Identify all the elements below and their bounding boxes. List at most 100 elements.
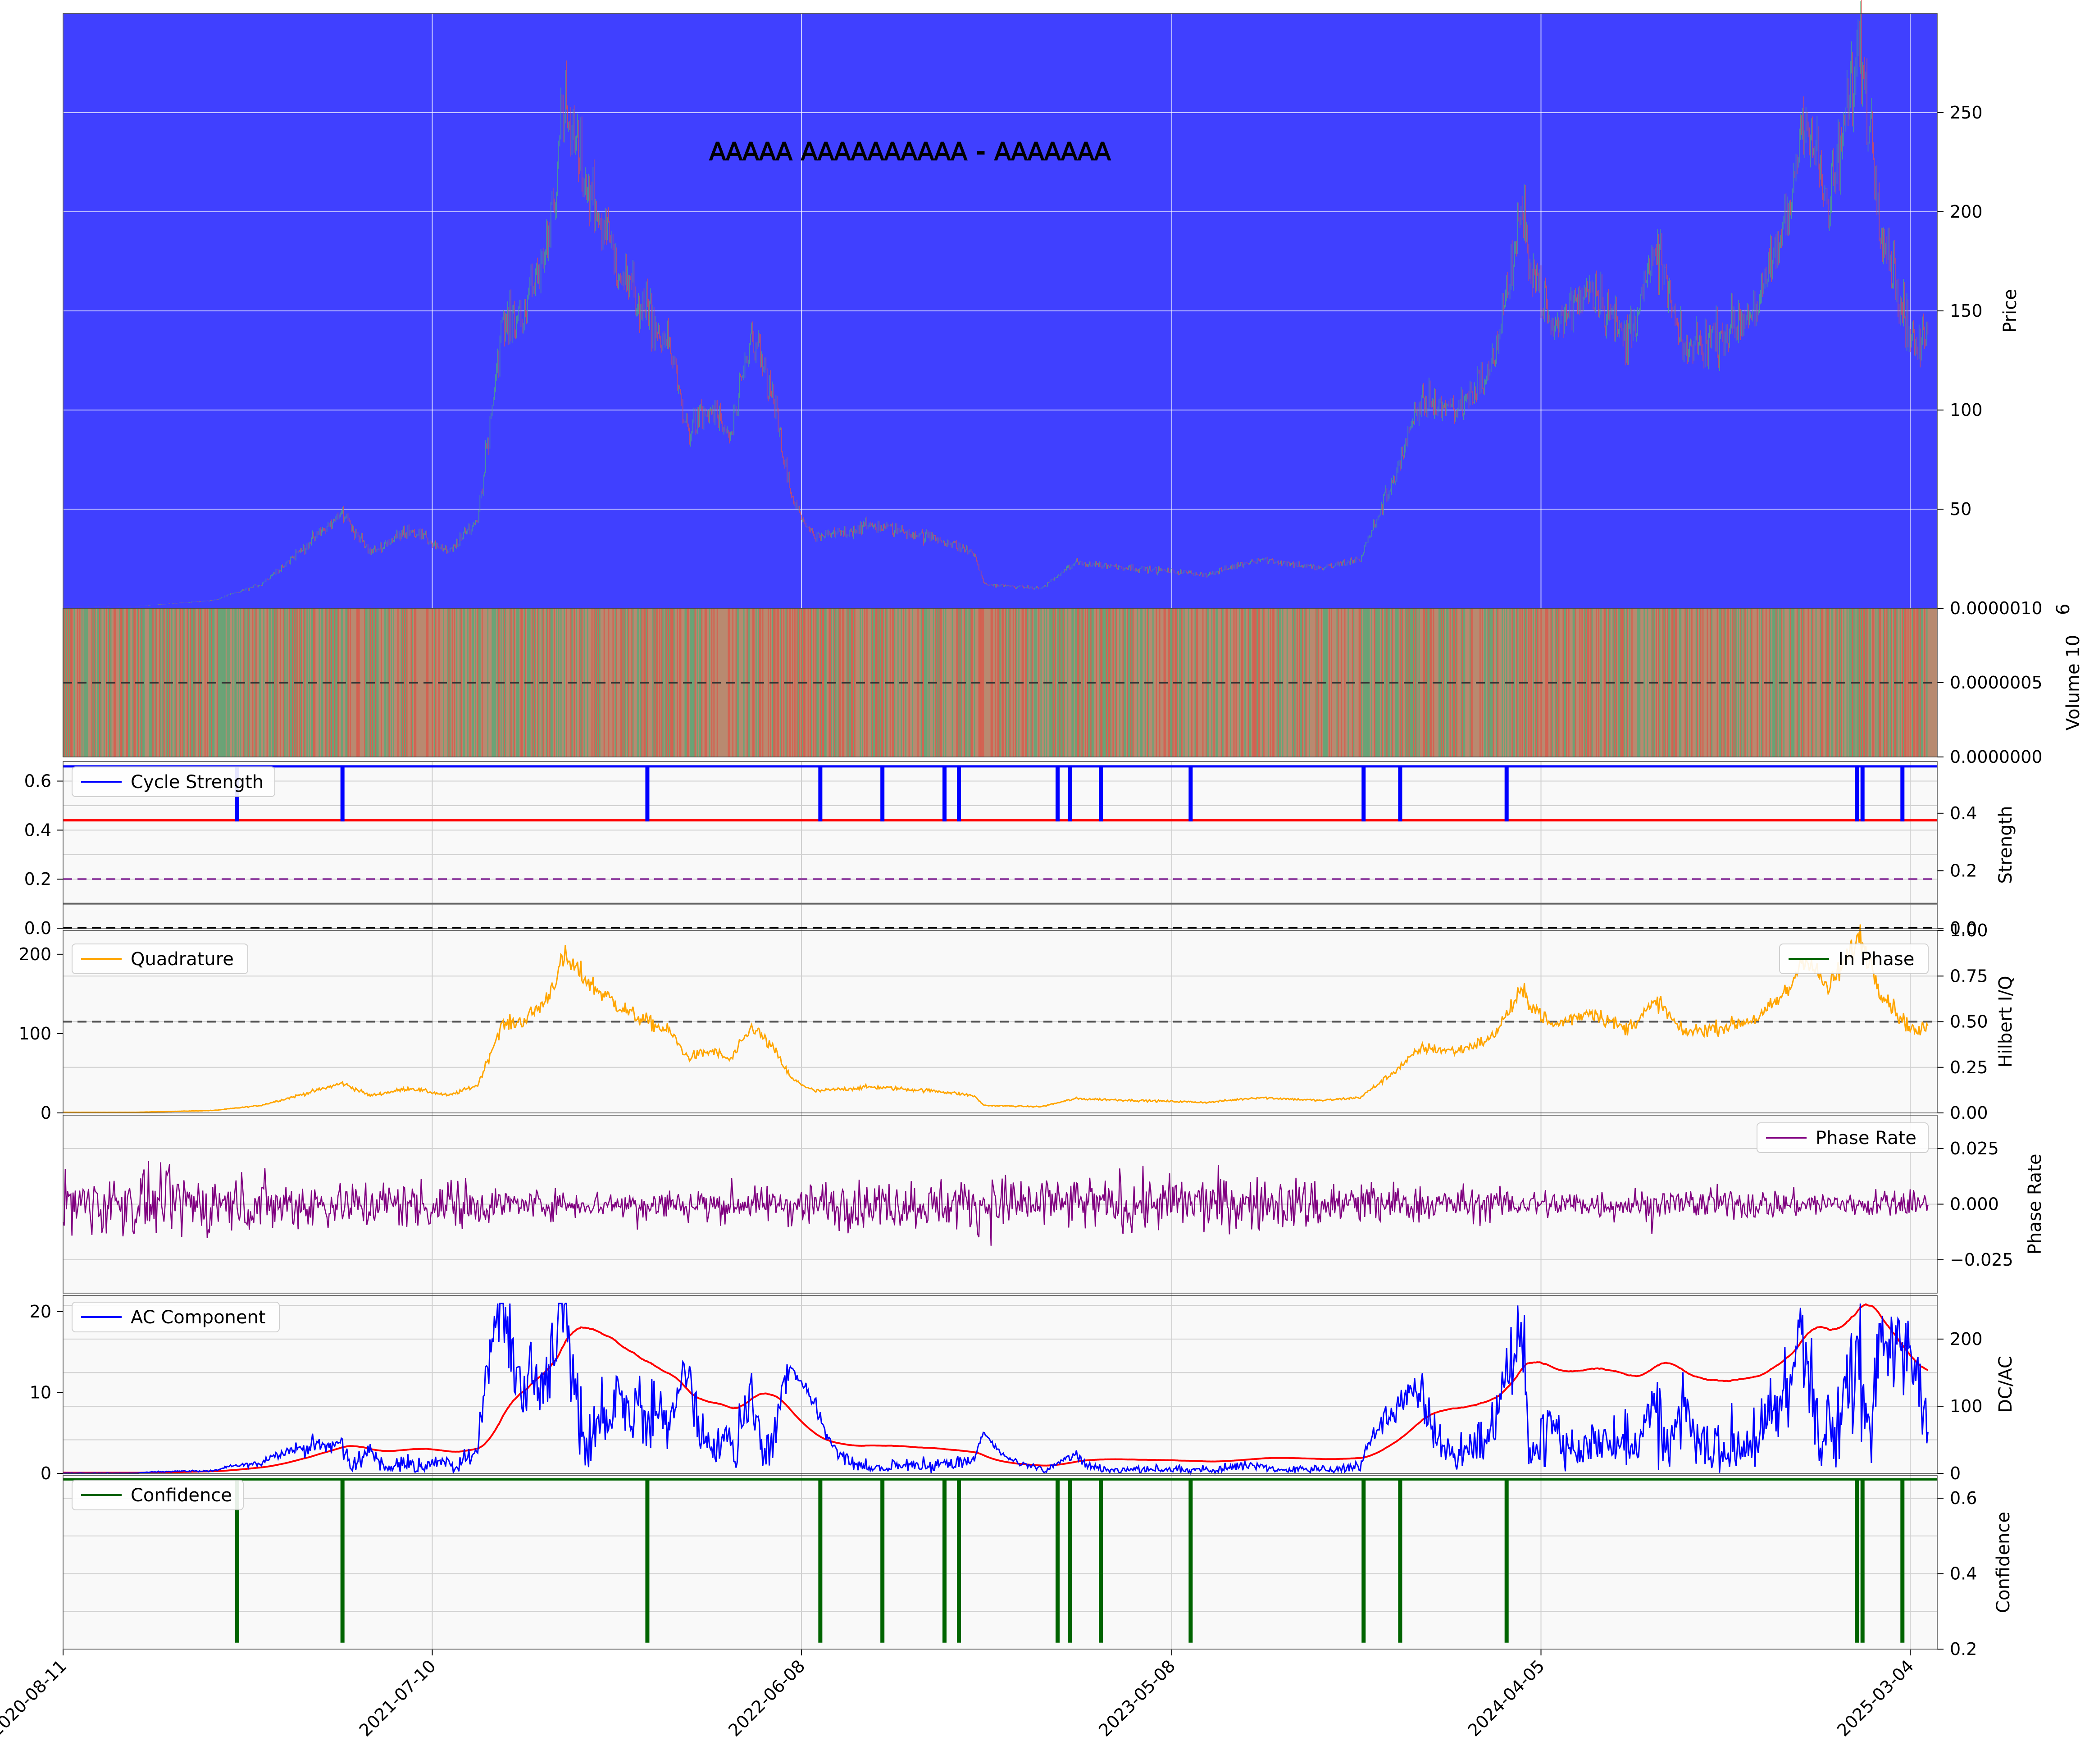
volume-bar: [448, 608, 450, 757]
volume-bar: [998, 608, 1000, 757]
volume-bar: [1211, 608, 1213, 757]
volume-bar: [824, 608, 826, 757]
volume-bar: [911, 608, 913, 757]
conf-panel-frame: [63, 1475, 1938, 1650]
volume-bar: [882, 608, 883, 757]
volume-bar: [968, 608, 970, 757]
volume-bar: [951, 608, 953, 757]
volume-bar: [1197, 608, 1198, 757]
legend-confidence: Confidence: [72, 1480, 244, 1510]
x-tick-label: 2023-05-08: [1095, 1656, 1179, 1740]
volume-bar: [551, 608, 553, 757]
volume-bar: [1242, 608, 1244, 757]
phase-rate-axis-label: Phase Rate: [2025, 1154, 2045, 1255]
volume-bar: [290, 608, 291, 757]
ac-component-line: [63, 1303, 1929, 1475]
volume-bar: [321, 608, 323, 757]
volume-axis-label: Volume 10 6: [2053, 604, 2084, 731]
volume-bar: [693, 608, 695, 757]
volume-bar: [346, 608, 348, 757]
volume-bar: [219, 608, 220, 757]
legend-phase-rate-label: Phase Rate: [1816, 1128, 1916, 1149]
volume-bar: [505, 608, 506, 757]
volume-bar: [1053, 608, 1055, 757]
volume-bar: [1861, 608, 1862, 757]
volume-bar: [981, 608, 983, 757]
volume-bar: [1762, 608, 1764, 757]
hilbert-right-tick-label: 0.00: [1950, 1103, 1988, 1123]
volume-bar: [1659, 608, 1661, 757]
volume-bar: [1170, 608, 1172, 757]
volume-bar: [1687, 608, 1688, 757]
volume-bar: [1558, 608, 1560, 757]
volume-bar: [334, 608, 336, 757]
price-tick-label: 100: [1950, 400, 1983, 420]
hilbert-right-tick-label: 0.50: [1950, 1012, 1988, 1032]
volume-bar: [1442, 608, 1443, 757]
volume-bar: [1226, 608, 1228, 757]
volume-bar: [1230, 608, 1232, 757]
volume-bar: [1790, 608, 1791, 757]
volume-bar: [1169, 608, 1170, 757]
volume-bar: [86, 608, 88, 757]
volume-bar: [319, 608, 320, 757]
volume-bar: [1675, 608, 1677, 757]
volume-bar: [1446, 608, 1448, 757]
volume-bar: [477, 608, 479, 757]
volume-bar: [1590, 608, 1592, 757]
price-tick-label: 50: [1950, 499, 1971, 519]
volume-bar: [694, 608, 696, 757]
volume-bar: [653, 608, 655, 757]
volume-bar: [1820, 608, 1821, 757]
volume-bar: [956, 608, 958, 757]
volume-bar: [796, 608, 798, 757]
volume-bar: [479, 608, 481, 757]
volume-bar: [1533, 608, 1534, 757]
volume-bar: [1586, 608, 1587, 757]
volume-bar: [1374, 608, 1375, 757]
volume-bar: [593, 608, 595, 757]
volume-bar: [999, 608, 1001, 757]
phase-rate-tick-label: 0.025: [1950, 1139, 1999, 1158]
volume-bar: [449, 608, 451, 757]
volume-bar: [1878, 608, 1880, 757]
volume-bar: [1427, 608, 1429, 757]
volume-bar: [1918, 608, 1920, 757]
volume-bar: [1517, 608, 1519, 757]
volume-bar: [566, 608, 567, 757]
volume-bar: [1084, 608, 1086, 757]
volume-bar: [638, 608, 639, 757]
dcac-left-tick-label: 10: [30, 1382, 51, 1402]
volume-bar: [564, 608, 565, 757]
volume-bar: [1124, 608, 1126, 757]
strength-left-tick-label: 0.6: [24, 771, 51, 791]
phase-rate-tick-label: −0.025: [1950, 1250, 2013, 1270]
volume-bar: [783, 608, 785, 757]
volume-bar: [1112, 608, 1114, 757]
volume-bar: [1821, 608, 1822, 757]
volume-bar: [1385, 608, 1387, 757]
price-tick-label: 150: [1950, 301, 1983, 321]
dcac-panel-frame: [63, 1295, 1938, 1474]
volume-bar: [1402, 608, 1403, 757]
volume-bar: [306, 608, 308, 757]
volume-bar: [1905, 608, 1907, 757]
volume-bar: [494, 608, 495, 757]
hilbert-left-tick-label: 100: [18, 1024, 51, 1044]
volume-bar: [333, 608, 335, 757]
volume-bar: [1775, 608, 1777, 757]
volume-bar: [291, 608, 292, 757]
pr-panel-frame: [63, 1115, 1938, 1294]
volume-bar: [752, 608, 754, 757]
price-tick-label: 250: [1950, 103, 1983, 123]
volume-bar: [1761, 608, 1762, 757]
volume-bar: [581, 608, 583, 757]
price-candles: [63, 0, 1929, 607]
volume-bar: [939, 608, 941, 757]
volume-bar: [1832, 608, 1834, 757]
volume-bar: [347, 608, 349, 757]
volume-bar: [753, 608, 755, 757]
volume-bar: [220, 608, 222, 757]
cycle-strength-line: [63, 765, 1937, 822]
volume-bar: [1344, 608, 1346, 757]
